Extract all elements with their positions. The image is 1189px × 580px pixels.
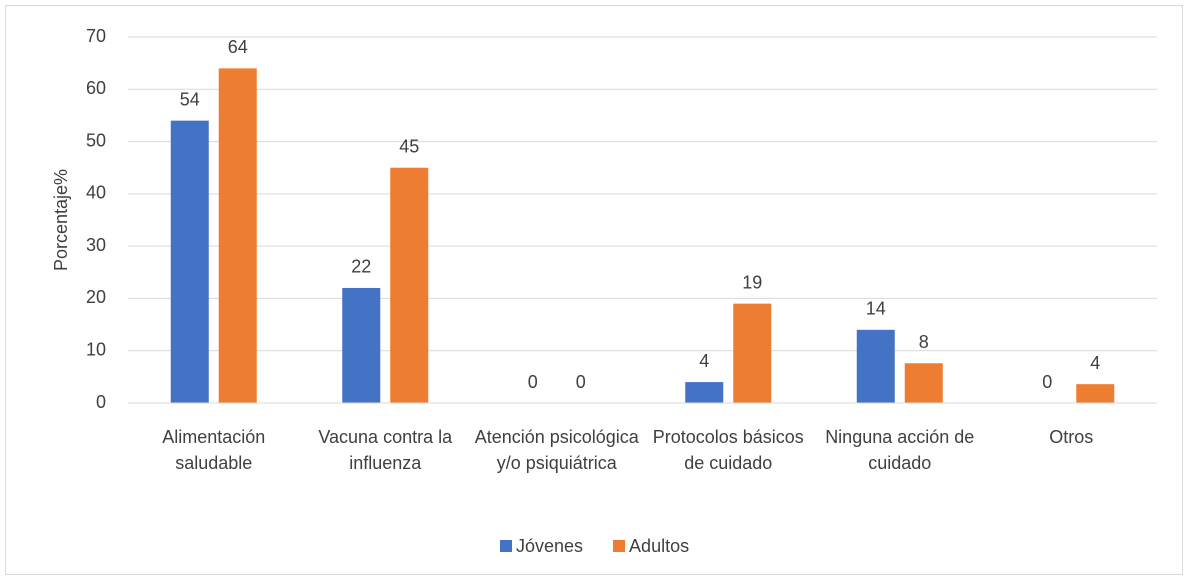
- y-axis-title: Porcentaje%: [51, 169, 71, 271]
- y-tick-label: 20: [86, 287, 106, 307]
- data-label: 0: [576, 372, 586, 392]
- data-label: 22: [351, 257, 371, 277]
- data-label: 4: [699, 351, 709, 371]
- x-tick-label: Alimentación saludable: [162, 427, 266, 473]
- bar: [218, 68, 257, 403]
- legend-swatch: [613, 540, 626, 552]
- bar: [733, 303, 772, 403]
- legend-label: Adultos: [629, 536, 689, 556]
- y-tick-label: 60: [86, 78, 106, 98]
- legend-swatch: [500, 540, 512, 552]
- data-label: 19: [742, 272, 762, 292]
- bar: [342, 287, 381, 403]
- data-label: 0: [528, 372, 538, 392]
- data-label: 14: [866, 299, 886, 319]
- bar: [904, 363, 943, 403]
- data-label: 54: [180, 89, 200, 109]
- x-tick-label: Atención psicológica y/o psiquiátrica: [474, 427, 639, 473]
- bar: [685, 382, 724, 403]
- data-label: 64: [228, 37, 248, 57]
- x-tick-label: Protocolos básicos de cuidado: [652, 427, 804, 473]
- y-tick-label: 70: [86, 26, 106, 46]
- y-tick-label: 40: [86, 183, 106, 203]
- y-tick-label: 50: [86, 130, 106, 150]
- x-tick-label: Otros: [1049, 427, 1094, 447]
- bar: [856, 329, 895, 403]
- bar: [390, 167, 429, 403]
- y-tick-label: 30: [86, 235, 106, 255]
- bar: [170, 120, 209, 404]
- legend-label: Jóvenes: [516, 536, 583, 556]
- x-tick-label: Ninguna acción de cuidado: [825, 427, 975, 473]
- data-label: 0: [1042, 372, 1052, 392]
- data-label: 8: [919, 332, 929, 352]
- data-label: 4: [1090, 353, 1100, 373]
- data-label: 45: [399, 136, 419, 156]
- bar: [1076, 384, 1115, 403]
- y-tick-label: 10: [86, 339, 106, 359]
- y-tick-label: 0: [96, 392, 106, 412]
- x-tick-label: Vacuna contra la influenza: [318, 427, 453, 473]
